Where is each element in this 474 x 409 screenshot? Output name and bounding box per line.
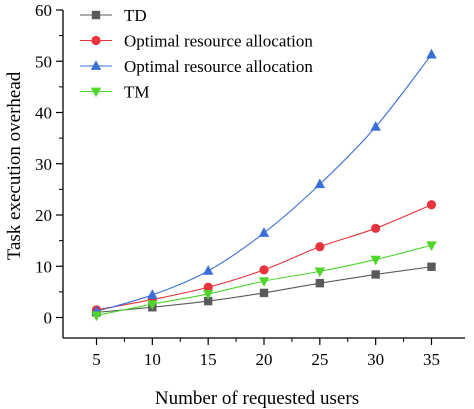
data-point	[258, 277, 270, 287]
data-point	[315, 278, 325, 288]
x-tick-label: 20	[256, 350, 273, 369]
data-point	[426, 48, 437, 59]
legend-item: TM	[80, 83, 150, 102]
y-tick-label: 50	[35, 52, 52, 71]
data-point	[370, 121, 381, 131]
legend-marker	[90, 60, 102, 70]
data-point	[202, 290, 214, 300]
y-axis-label: Task execution overhead	[4, 71, 25, 260]
legend-item: TD	[80, 6, 147, 25]
y-tick-label: 30	[35, 155, 52, 174]
x-tick-label: 25	[311, 350, 328, 369]
axes: 5 10 15 20 25 30 35 0 10 20 30 40 50 60	[35, 1, 465, 369]
legend-marker	[90, 87, 102, 98]
data-point	[314, 178, 326, 189]
data-point	[371, 223, 381, 233]
y-tick-label: 60	[35, 1, 52, 20]
data-point	[258, 227, 270, 237]
data-point	[427, 262, 436, 271]
legend-label: Optimal resource allocation	[124, 57, 313, 76]
x-axis-label: Number of requested users	[155, 388, 359, 409]
data-point	[426, 200, 437, 210]
y-tick-label: 40	[35, 104, 52, 123]
legend-marker	[91, 10, 101, 20]
data-point	[147, 300, 158, 310]
data-point	[259, 265, 269, 275]
x-tick-label: 5	[92, 350, 101, 369]
x-tick-label: 30	[367, 350, 384, 369]
legend-item: Optimal resource allocation	[80, 57, 313, 76]
series-marks	[91, 48, 437, 322]
series-3	[91, 241, 437, 322]
data-point	[314, 267, 326, 278]
data-point	[91, 311, 102, 322]
legend-label: Optimal resource allocation	[124, 32, 313, 51]
legend-marker	[91, 35, 101, 46]
data-point	[259, 288, 269, 298]
data-point	[202, 265, 214, 275]
data-point	[315, 242, 325, 252]
legend-label: TM	[124, 83, 150, 102]
y-tick-label: 0	[44, 309, 53, 328]
data-point	[426, 241, 437, 252]
x-tick-label: 10	[144, 350, 161, 369]
y-tick-label: 10	[35, 257, 52, 276]
data-point	[147, 289, 158, 299]
data-point	[370, 255, 381, 266]
x-tick-label: 35	[423, 350, 440, 369]
x-tick-label: 15	[200, 350, 217, 369]
legend-item: Optimal resource allocation	[80, 32, 313, 51]
legend-label: TD	[124, 6, 147, 25]
data-point	[203, 282, 213, 292]
series-2	[91, 48, 437, 316]
legend: TD Optimal resource allocation Optimal res…	[80, 6, 313, 102]
y-tick-label: 20	[35, 206, 52, 225]
data-point	[203, 296, 213, 306]
data-point	[371, 270, 380, 279]
